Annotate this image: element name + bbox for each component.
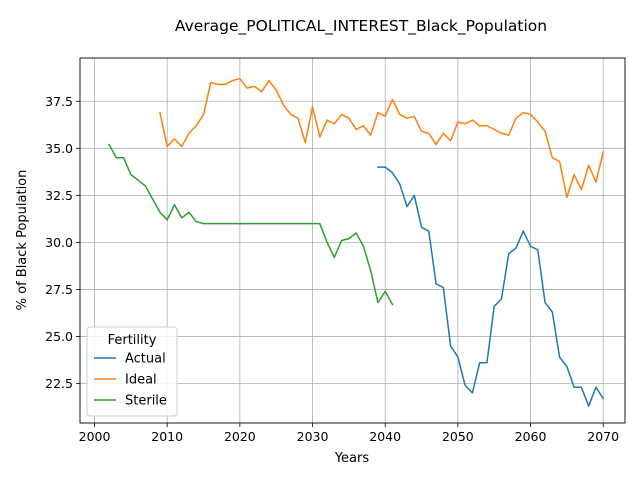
series-line-sterile: [108, 143, 394, 306]
axis-ticks: 2000 2010 2020 2030 2040 2050 2060 2070 22.5 25.0…: [45, 94, 619, 444]
y-tick-label: 27.5: [45, 282, 73, 297]
y-tick-label: 35.0: [45, 141, 73, 156]
x-tick-label: 2030: [297, 429, 329, 444]
series-line-ideal: [159, 77, 605, 198]
y-tick-label: 37.5: [45, 94, 73, 109]
x-tick-label: 2000: [79, 429, 111, 444]
y-axis-label: % of Black Population: [15, 170, 30, 311]
x-axis-label: Years: [334, 451, 370, 466]
y-tick-label: 30.0: [45, 235, 73, 250]
y-tick-label: 22.5: [45, 376, 73, 391]
legend-label-ideal: Ideal: [125, 373, 157, 388]
y-tick-label: 32.5: [45, 188, 73, 203]
x-tick-label: 2010: [151, 429, 183, 444]
legend-entries: Actual Ideal Sterile: [94, 352, 167, 409]
legend: Fertility Actual Ideal Sterile: [86, 326, 178, 417]
y-tick-label: 25.0: [45, 329, 73, 344]
legend-title: Fertility: [108, 333, 157, 348]
legend-box: [86, 326, 178, 417]
x-tick-label: 2060: [515, 429, 547, 444]
x-tick-label: 2040: [369, 429, 401, 444]
plot-frame: [79, 57, 626, 424]
chart-title: Average_POLITICAL_INTEREST_Black_Populat…: [175, 17, 547, 36]
x-tick-label: 2070: [587, 429, 619, 444]
x-tick-label: 2020: [224, 429, 256, 444]
x-tick-label: 2050: [442, 429, 474, 444]
series-line-actual: [377, 166, 605, 407]
series-lines: [108, 77, 605, 407]
legend-label-sterile: Sterile: [125, 394, 167, 409]
legend-label-actual: Actual: [125, 352, 166, 367]
